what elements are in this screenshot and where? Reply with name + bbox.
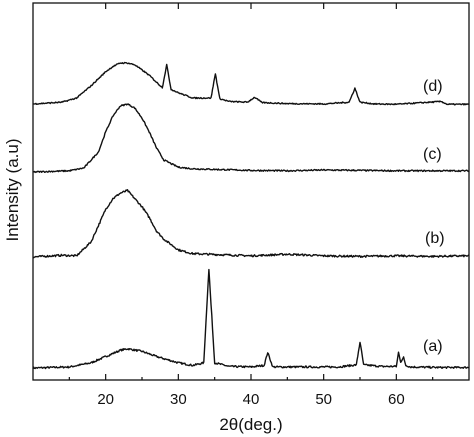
plot-frame xyxy=(32,2,470,381)
curve-label-d: (d) xyxy=(423,78,443,95)
x-tick-label: 50 xyxy=(315,391,332,408)
x-axis-title: 2θ(deg.) xyxy=(219,415,282,434)
trace-a xyxy=(32,268,470,370)
x-axis-ticks: 20 30 40 50 60 xyxy=(68,3,434,408)
curve-labels: (a) (b) (c) (d) xyxy=(423,78,445,355)
x-tick-label: 40 xyxy=(243,391,260,408)
traces xyxy=(32,61,470,370)
curve-label-a: (a) xyxy=(423,338,443,355)
curve-label-b: (b) xyxy=(425,230,445,247)
trace-b xyxy=(32,189,470,259)
y-axis-title: Intensity (a.u) xyxy=(3,139,22,242)
trace-d xyxy=(32,61,470,106)
x-tick-label: 60 xyxy=(388,391,405,408)
x-tick-label: 30 xyxy=(170,391,187,408)
x-tick-label: 20 xyxy=(97,391,114,408)
curve-label-c: (c) xyxy=(423,146,442,163)
trace-c xyxy=(33,103,470,174)
